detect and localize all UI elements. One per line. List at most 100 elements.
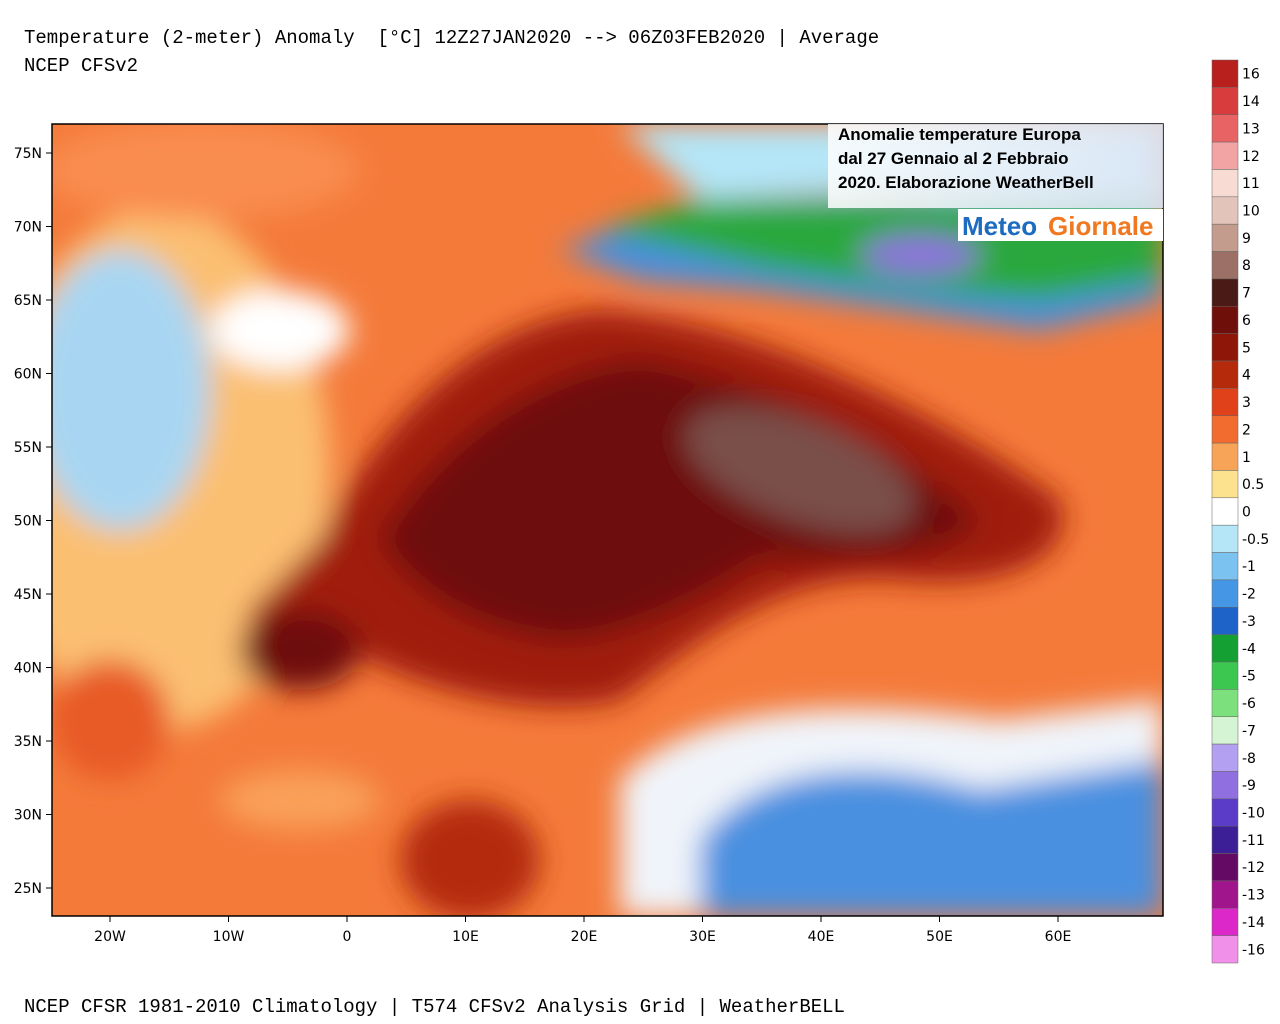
legend-label: -13 <box>1242 888 1265 904</box>
lon-tick-label: 10E <box>452 929 479 945</box>
lat-tick-label: 55N <box>14 440 42 456</box>
legend-swatch <box>1211 908 1239 936</box>
legend-label: 2 <box>1242 422 1251 438</box>
lat-tick-label: 65N <box>14 293 42 309</box>
legend-label: -1 <box>1242 559 1256 575</box>
legend-label: 4 <box>1242 368 1251 384</box>
legend-label: -2 <box>1242 587 1256 603</box>
lon-tick-label: 40E <box>808 929 835 945</box>
lat-tick-label: 40N <box>14 661 42 677</box>
legend-label: -0.5 <box>1242 532 1269 548</box>
legend-swatch <box>1211 333 1239 362</box>
legend-label: 14 <box>1242 94 1260 110</box>
legend-label: -10 <box>1242 806 1265 822</box>
lon-tick-label: 30E <box>689 929 716 945</box>
lon-tick-label: 60E <box>1045 929 1072 945</box>
legend-swatch <box>1211 689 1239 717</box>
legend-swatch <box>1211 278 1239 307</box>
legend-label: -7 <box>1242 723 1256 739</box>
lat-tick-label: 45N <box>14 587 42 603</box>
legend-label: -8 <box>1242 751 1256 767</box>
overlay-line: Anomalie temperature Europa <box>838 125 1081 144</box>
logo-giornale: Giornale <box>1048 211 1153 241</box>
lat-tick-label: 70N <box>14 220 42 236</box>
legend-label: -6 <box>1242 696 1256 712</box>
lon-tick-label: 20E <box>571 929 598 945</box>
legend-swatch <box>1211 169 1239 198</box>
legend-label: 16 <box>1242 67 1260 83</box>
legend-label: -3 <box>1242 614 1256 630</box>
legend-label: -16 <box>1242 942 1265 958</box>
legend-label: 0 <box>1242 505 1251 521</box>
logo-bg <box>958 209 1163 241</box>
lon-tick-label: 20W <box>94 929 126 945</box>
legend-label: 0.5 <box>1242 477 1264 493</box>
legend-swatch <box>1211 771 1239 800</box>
legend-swatch <box>1211 442 1239 471</box>
overlay-line: 2020. Elaborazione WeatherBell <box>838 173 1094 192</box>
legend-swatch <box>1211 360 1239 389</box>
legend-swatch <box>1211 552 1239 581</box>
legend-label: 7 <box>1242 286 1251 302</box>
lat-tick-label: 35N <box>14 734 42 750</box>
legend-label: 8 <box>1242 258 1251 274</box>
title: Temperature (2-meter) Anomaly [°C] 12Z27… <box>24 27 879 49</box>
lat-tick-label: 75N <box>14 146 42 162</box>
legend-label: -9 <box>1242 778 1256 794</box>
legend-swatch <box>1211 388 1239 416</box>
legend-swatch <box>1211 607 1239 635</box>
legend-label: -12 <box>1242 860 1265 876</box>
legend-label: 11 <box>1242 176 1260 192</box>
legend-label: 6 <box>1242 313 1251 329</box>
legend-swatch <box>1211 196 1239 225</box>
legend-label: -5 <box>1242 669 1256 685</box>
legend-swatch <box>1211 853 1239 882</box>
legend-swatch <box>1211 415 1239 444</box>
legend-label: 10 <box>1242 204 1260 220</box>
overlay-box <box>828 124 1163 208</box>
legend-swatch <box>1211 634 1239 663</box>
legend-swatch <box>1211 223 1239 252</box>
legend-swatch <box>1211 935 1239 964</box>
legend-label: 5 <box>1242 340 1251 356</box>
lat-tick-label: 25N <box>14 881 42 897</box>
legend-label: -11 <box>1242 833 1265 849</box>
legend-label: 12 <box>1242 149 1260 165</box>
legend-label: 1 <box>1242 450 1251 466</box>
legend-swatch <box>1211 716 1239 745</box>
lat-tick-label: 30N <box>14 808 42 824</box>
legend-label: -4 <box>1242 641 1256 657</box>
legend-swatch <box>1211 825 1239 854</box>
legend-swatch <box>1211 579 1239 608</box>
legend-swatch <box>1211 661 1239 690</box>
lat-tick-label: 60N <box>14 367 42 383</box>
lat-tick-label: 50N <box>14 514 42 530</box>
legend-swatch <box>1211 880 1239 909</box>
legend-swatch <box>1211 798 1239 827</box>
legend-label: 9 <box>1242 231 1251 247</box>
legend-swatch <box>1211 743 1239 772</box>
axis-ticks: 75N 70N 65N 60N 55N 50N 45N 40N 35N 30N 25N 20W 10W 0… <box>14 146 1072 945</box>
lon-tick-label: 10W <box>213 929 245 945</box>
logo-meteo: Meteo <box>962 211 1037 241</box>
legend-swatch <box>1211 306 1239 334</box>
subtitle: NCEP CFSv2 <box>24 55 138 77</box>
legend-swatch <box>1211 497 1239 526</box>
legend-swatch <box>1211 87 1239 115</box>
legend-swatch <box>1211 470 1239 499</box>
legend-swatch <box>1211 114 1239 143</box>
overlay-line: dal 27 Gennaio al 2 Febbraio <box>838 149 1069 168</box>
legend-swatch <box>1211 141 1239 170</box>
legend-label: 13 <box>1242 121 1260 137</box>
legend-swatch <box>1211 59 1239 88</box>
anomaly-map <box>52 124 1163 916</box>
footer: NCEP CFSR 1981-2010 Climatology | T574 C… <box>24 996 845 1018</box>
legend-label: 3 <box>1242 395 1251 411</box>
lon-tick-label: 50E <box>926 929 953 945</box>
legend-swatch <box>1211 524 1239 553</box>
legend-swatch <box>1211 251 1239 280</box>
legend-label: -14 <box>1242 915 1265 931</box>
lon-tick-label: 0 <box>343 929 352 945</box>
color-legend: 16 14 13 12 11 10 9 8 7 6 5 4 3 2 1 0.5 0 -0.5 -1 -2 -3 -4 -5 -… <box>1211 59 1269 964</box>
